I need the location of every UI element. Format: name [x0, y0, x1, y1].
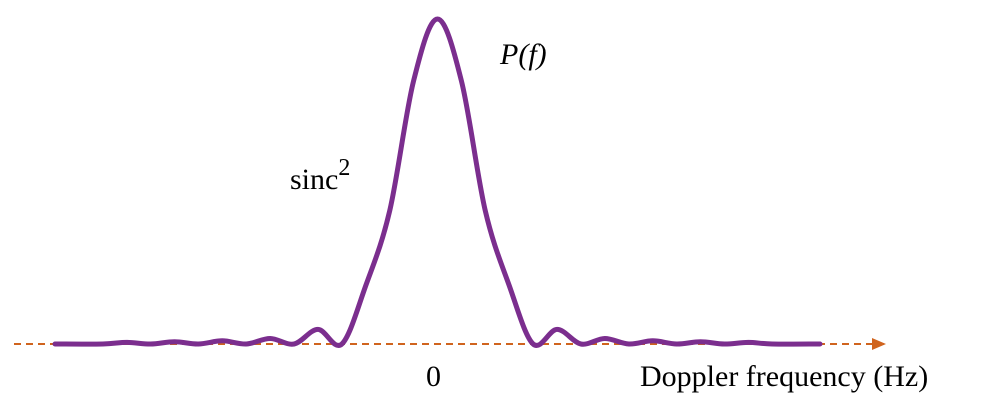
- curve-label: P(f): [499, 38, 547, 71]
- psd-curve: [52, 16, 823, 348]
- x-axis-label: Doppler frequency (Hz): [640, 360, 928, 393]
- sinc-label-exponent: 2: [338, 155, 350, 181]
- x-tick-zero: 0: [426, 360, 441, 393]
- sinc-label: sinc2: [290, 155, 350, 196]
- sinc-label-base: sinc: [290, 163, 338, 196]
